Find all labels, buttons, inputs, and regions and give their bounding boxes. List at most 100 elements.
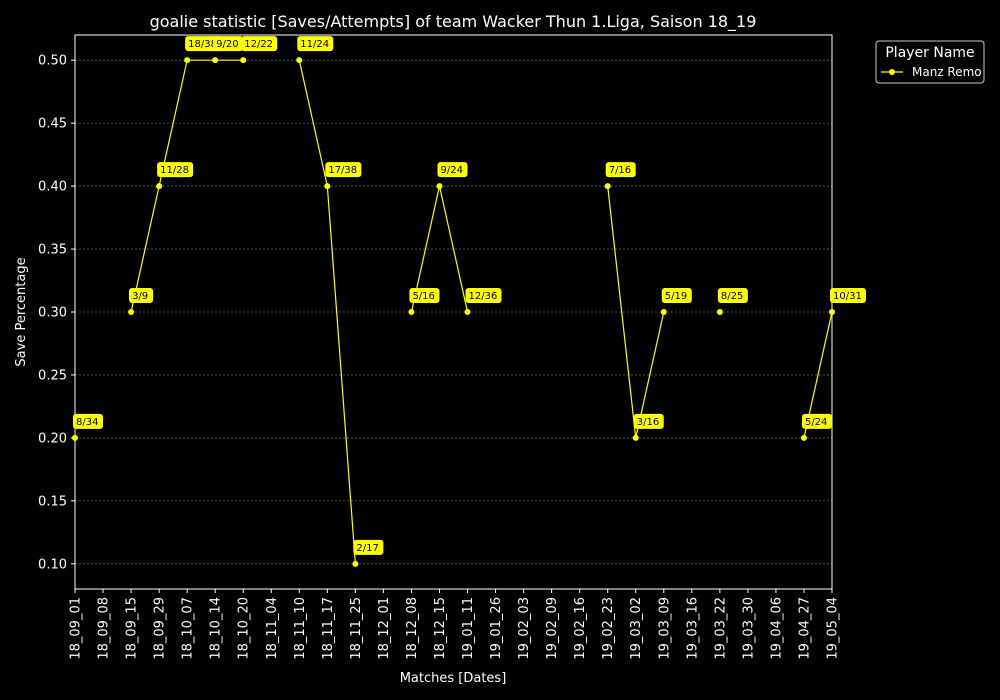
x-tick-label: 18_11_10 — [293, 597, 308, 660]
x-tick-label: 18_09_08 — [97, 597, 112, 660]
x-axis-label: Matches [Dates] — [400, 671, 507, 686]
data-label: 3/16 — [637, 417, 659, 428]
y-tick-label: 0.15 — [38, 494, 67, 509]
data-label-box — [605, 162, 636, 178]
y-tick-label: 0.30 — [38, 306, 67, 321]
y-tick-label: 0.40 — [38, 180, 67, 195]
data-label-box — [661, 288, 692, 303]
data-label-box — [241, 36, 278, 52]
x-tick-label: 19_03_22 — [713, 597, 728, 660]
y-tick-label: 0.50 — [38, 54, 67, 69]
x-tick-label: 19_01_11 — [461, 597, 476, 660]
x-axis: 18_09_01 18_09_08 18_09_15 18_09_29 18_10_07… — [69, 589, 841, 660]
x-tick-label: 19_05_04 — [826, 597, 841, 660]
legend-marker-swatch — [889, 69, 895, 75]
data-label-box — [830, 288, 866, 303]
x-tick-label: 18_10_14 — [209, 597, 224, 660]
data-label: 11/24 — [300, 39, 329, 50]
data-label: 9/20 — [216, 39, 238, 50]
data-label-box — [353, 539, 384, 555]
data-label-box — [129, 288, 154, 303]
data-point — [464, 309, 471, 315]
data-point — [632, 434, 639, 441]
data-label-box — [717, 288, 748, 303]
y-tick-label: 0.20 — [38, 431, 67, 446]
data-point — [240, 57, 247, 64]
data-point — [296, 57, 303, 64]
data-point — [716, 309, 723, 315]
data-label: 18/38 — [188, 39, 217, 50]
x-tick-label: 18_12_01 — [377, 597, 392, 660]
data-label: 5/24 — [805, 417, 827, 428]
x-tick-label: 18_09_29 — [153, 597, 168, 660]
data-point — [156, 183, 163, 190]
data-label-box — [185, 36, 222, 52]
x-tick-label: 19_02_09 — [545, 597, 560, 660]
data-label: 11/28 — [160, 165, 189, 176]
data-labels: 8/34 3/9 11/28 18/38 9/20 12/22 11/24 17/38 2/17… — [73, 36, 866, 555]
series-layer — [72, 57, 835, 567]
data-point — [436, 183, 443, 190]
data-point — [352, 560, 359, 567]
legend-title: Player Name — [885, 45, 974, 61]
data-label-box — [465, 288, 502, 303]
x-tick-label: 18_09_15 — [125, 597, 140, 660]
x-tick-label: 18_12_15 — [433, 597, 448, 660]
y-tick-label: 0.35 — [38, 243, 67, 258]
data-label-box — [213, 36, 244, 52]
data-label-box — [73, 413, 103, 429]
data-point — [829, 309, 835, 315]
y-tick-label: 0.10 — [38, 557, 67, 572]
y-axis-label: Save Percentage — [14, 257, 29, 366]
data-label: 3/9 — [132, 291, 148, 302]
x-tick-label: 19_04_27 — [797, 597, 812, 660]
data-label: 5/19 — [665, 291, 687, 302]
chart-title: goalie statistic [Saves/Attempts] of tea… — [150, 12, 757, 32]
x-tick-label: 18_10_07 — [181, 597, 196, 660]
x-tick-label: 19_02_16 — [573, 597, 588, 660]
x-tick-label: 18_12_08 — [405, 597, 420, 660]
x-tick-label: 19_01_26 — [489, 597, 504, 660]
data-label: 12/22 — [244, 39, 273, 50]
legend: Player Name Manz Remo — [875, 40, 985, 84]
x-tick-label: 19_03_09 — [657, 597, 672, 660]
data-label: 7/16 — [609, 165, 631, 176]
data-label-box — [633, 413, 664, 429]
data-point — [128, 309, 135, 315]
y-tick-label: 0.45 — [38, 117, 67, 132]
data-label-box — [297, 36, 334, 52]
data-label: 12/36 — [469, 291, 498, 302]
data-label-box — [437, 162, 468, 178]
data-point — [408, 309, 415, 315]
data-point — [212, 57, 219, 64]
data-label: 2/17 — [356, 543, 378, 554]
data-label: 5/16 — [412, 291, 434, 302]
y-tick-label: 0.25 — [38, 368, 67, 383]
legend-entry-label: Manz Remo — [912, 65, 982, 79]
x-tick-label: 18_11_17 — [321, 597, 336, 660]
data-label: 10/31 — [833, 291, 862, 302]
data-label: 8/25 — [721, 291, 743, 302]
x-tick-label: 18_10_20 — [237, 597, 252, 660]
data-point — [72, 434, 78, 441]
data-point — [184, 57, 191, 64]
x-tick-label: 18_09_01 — [69, 597, 84, 660]
x-tick-label: 18_11_25 — [349, 597, 364, 660]
data-label: 9/24 — [440, 165, 462, 176]
data-point — [800, 434, 807, 441]
data-point — [324, 183, 331, 190]
x-tick-label: 19_04_06 — [769, 597, 784, 660]
x-tick-label: 19_02_23 — [601, 597, 616, 660]
data-label-box — [325, 162, 362, 178]
data-point — [660, 309, 667, 315]
data-label: 8/34 — [76, 417, 98, 428]
data-label: 17/38 — [328, 165, 357, 176]
data-label-box — [409, 288, 440, 303]
x-tick-label: 19_02_03 — [517, 597, 532, 660]
x-tick-label: 19_03_16 — [685, 597, 700, 660]
x-tick-label: 19_03_02 — [629, 597, 644, 660]
x-tick-label: 19_03_30 — [741, 597, 756, 660]
data-label-box — [157, 162, 194, 178]
data-label-box — [801, 413, 832, 429]
